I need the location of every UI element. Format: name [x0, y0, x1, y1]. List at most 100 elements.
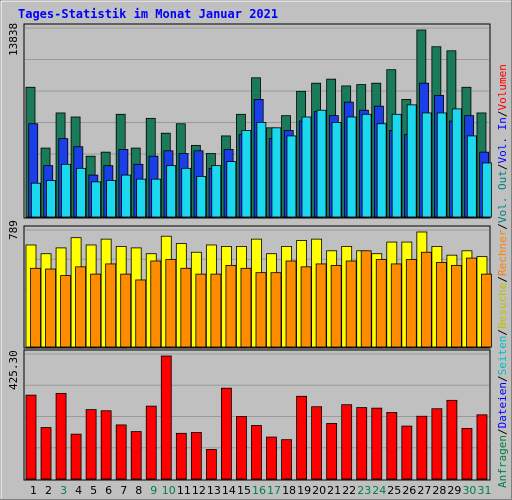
- bar-rechner: [240, 267, 252, 348]
- y-axis-max-label: 789: [7, 220, 20, 240]
- x-tick-label: 13: [207, 484, 221, 497]
- x-tick-label: 1: [30, 484, 37, 497]
- x-tick-label: 30: [462, 484, 476, 497]
- bar-volumen: [341, 404, 353, 480]
- bar-volumen: [311, 406, 323, 480]
- x-tick-label: 17: [267, 484, 281, 497]
- bar-seiten: [316, 109, 327, 218]
- x-tick-label: 18: [282, 484, 296, 497]
- bar-seiten: [376, 123, 387, 218]
- bar-volumen: [251, 425, 262, 480]
- x-tick-label: 22: [342, 484, 356, 497]
- bar-rechner: [330, 264, 342, 348]
- bar-seiten: [151, 178, 162, 218]
- bar-volumen: [401, 425, 413, 480]
- right-legend: Anfragen/Dateien/Seiten/Besuche/Rechner/…: [496, 64, 509, 488]
- legend-entry: /: [496, 428, 509, 435]
- bar-volumen: [221, 387, 232, 480]
- bar-rechner: [270, 272, 282, 348]
- bar-seiten: [481, 162, 492, 218]
- bar-volumen: [145, 405, 157, 480]
- bar-seiten: [451, 108, 462, 218]
- bar-rechner: [285, 260, 297, 348]
- x-tick-label: 12: [192, 484, 206, 497]
- bar-volumen: [190, 432, 202, 480]
- legend-entry: /: [496, 110, 509, 117]
- bar-rechner: [255, 272, 267, 348]
- bar-rechner: [105, 263, 117, 348]
- legend-entry: Volumen: [496, 64, 509, 110]
- legend-entry: /: [496, 163, 509, 170]
- x-tick-label: 6: [105, 484, 112, 497]
- bar-volumen: [416, 415, 428, 480]
- bar-volumen: [326, 423, 338, 480]
- bar-rechner: [150, 260, 162, 348]
- bar-seiten: [436, 112, 447, 218]
- bar-volumen: [236, 416, 247, 480]
- legend-entry: Rechner: [496, 229, 509, 276]
- bar-rechner: [315, 263, 327, 348]
- bar-volumen: [130, 431, 142, 480]
- x-tick-label: 19: [297, 484, 311, 497]
- bar-volumen: [461, 427, 473, 480]
- bar-seiten: [301, 116, 312, 218]
- x-tick-label: 4: [75, 484, 82, 497]
- x-tick-label: 2: [45, 484, 52, 497]
- x-tick-label: 21: [327, 484, 341, 497]
- bar-seiten: [106, 180, 116, 218]
- bar-rechner: [30, 267, 41, 348]
- x-tick-label: 15: [237, 484, 251, 497]
- bar-rechner: [466, 257, 477, 348]
- y-axis-max-label: 425.30: [7, 350, 20, 390]
- bar-volumen: [100, 410, 112, 480]
- bar-seiten: [466, 135, 477, 218]
- bar-volumen: [160, 355, 172, 480]
- legend-entry: Anfragen: [496, 435, 509, 488]
- bar-rechner: [405, 259, 417, 348]
- legend-entry: Besuche: [496, 283, 509, 329]
- bar-seiten: [361, 113, 372, 218]
- bar-volumen: [85, 409, 97, 480]
- x-tick-label: 8: [135, 484, 142, 497]
- bar-seiten: [256, 122, 267, 218]
- legend-entry: /: [496, 223, 509, 230]
- bar-seiten: [406, 104, 417, 218]
- bar-rechner: [210, 273, 222, 348]
- x-tick-label: 29: [447, 484, 461, 497]
- x-tick-label: 26: [402, 484, 416, 497]
- bar-seiten: [286, 135, 297, 218]
- legend-entry: /: [496, 276, 509, 283]
- bar-rechner: [435, 262, 447, 348]
- bar-rechner: [375, 259, 387, 348]
- bar-rechner: [135, 279, 147, 348]
- bar-seiten: [226, 161, 237, 218]
- bar-rechner: [360, 250, 372, 348]
- bar-rechner: [45, 268, 56, 348]
- bar-volumen: [446, 399, 458, 480]
- x-tick-label: 7: [120, 484, 127, 497]
- legend-entry: Dateien: [496, 382, 509, 428]
- x-tick-label: 25: [387, 484, 401, 497]
- bar-rechner: [390, 263, 402, 348]
- legend-entry: Vol. Out: [496, 170, 509, 223]
- bar-volumen: [40, 427, 52, 480]
- bar-rechner: [420, 251, 432, 348]
- bar-seiten: [91, 181, 101, 218]
- x-tick-label: 14: [222, 484, 236, 497]
- y-axis-max-label: 13838: [7, 23, 20, 56]
- bar-volumen: [296, 395, 307, 480]
- bar-rechner: [345, 260, 357, 348]
- x-tick-label: 9: [150, 484, 157, 497]
- bar-rechner: [75, 266, 86, 348]
- bar-seiten: [30, 182, 41, 218]
- chart-title: Tages-Statistik im Monat Januar 2021: [18, 7, 278, 21]
- bar-volumen: [25, 394, 37, 480]
- bar-rechner: [120, 273, 132, 348]
- bar-rechner: [90, 273, 102, 348]
- bar-volumen: [281, 439, 292, 480]
- bar-seiten: [421, 112, 432, 218]
- bar-rechner: [60, 275, 71, 348]
- bar-volumen: [266, 436, 277, 480]
- bar-seiten: [121, 174, 131, 218]
